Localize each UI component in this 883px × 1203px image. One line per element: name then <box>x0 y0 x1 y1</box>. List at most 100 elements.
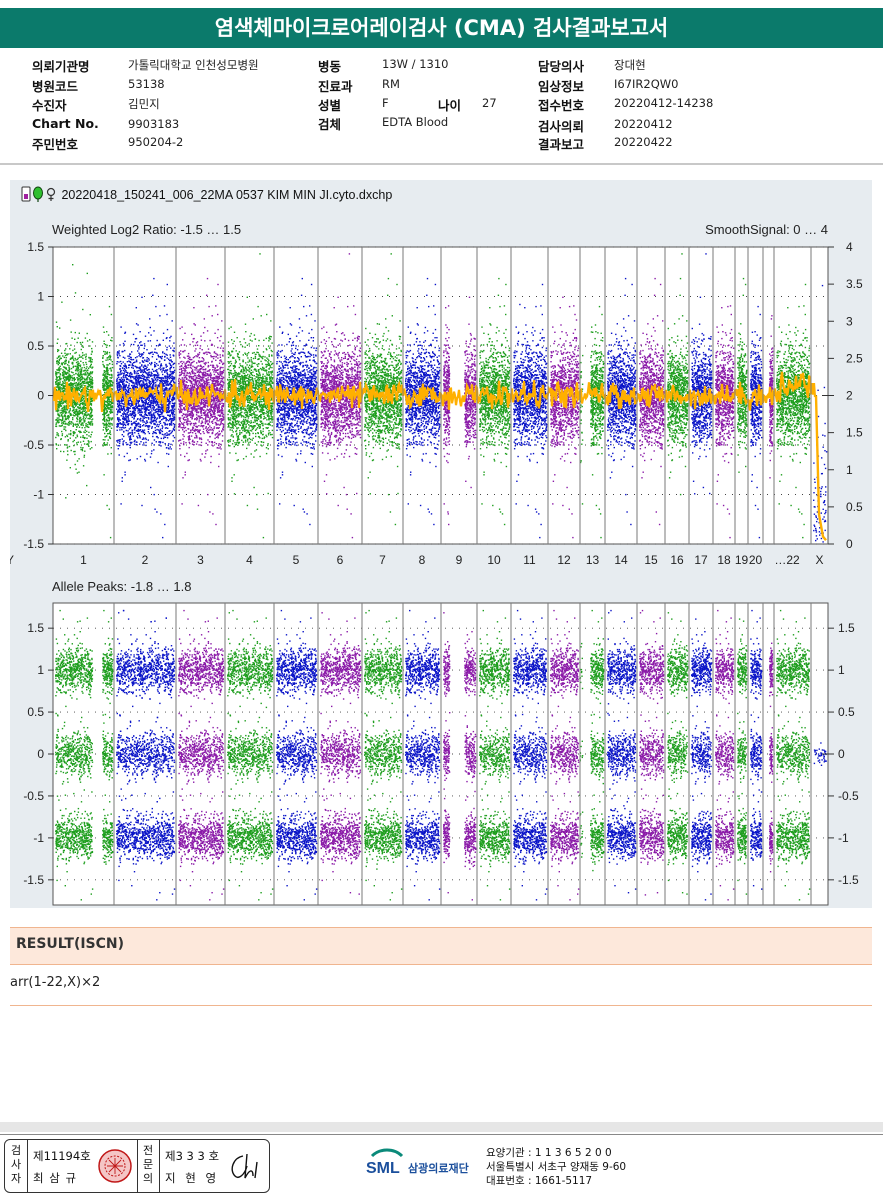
info-value: I67IR2QW0 <box>614 77 678 91</box>
info-label: 의뢰기관명 <box>32 56 90 75</box>
y-tick-label: 0.5 <box>27 705 44 719</box>
y-tick-label-right: 0 <box>846 537 853 551</box>
x-tick-label: 7 <box>379 553 386 567</box>
y-tick-label: 1 <box>37 290 44 304</box>
x-tick-label: 11 <box>523 553 536 567</box>
y-tick-label: -0.5 <box>23 789 44 803</box>
y-tick-label-right: 1 <box>838 663 845 677</box>
y-tick-label-right: 4 <box>846 240 853 254</box>
address-line: 요양기관 : 1 1 3 6 5 2 0 0 <box>486 1146 626 1160</box>
x-tick-label: 1 <box>80 553 87 567</box>
divider <box>137 1140 138 1192</box>
y-tick-label-right: 3 <box>846 314 853 328</box>
divider <box>27 1140 28 1192</box>
x-tick-label: Y <box>10 553 14 567</box>
info-value: 가톨릭대학교 인천성모병원 <box>128 57 259 73</box>
info-label: 검사의뢰 <box>538 116 584 135</box>
y-tick-label-right: 0.5 <box>838 705 855 719</box>
signer-license: 제3 3 3 호 <box>165 1148 219 1164</box>
info-value: RM <box>382 77 400 91</box>
y-tick-label-right: 1.5 <box>846 426 863 440</box>
x-tick-label: …22 <box>774 553 800 567</box>
smooth-signal-title: SmoothSignal: 0 … 4 <box>705 222 828 237</box>
info-label: 주민번호 <box>32 134 78 153</box>
footer-divider <box>0 1122 883 1132</box>
org-name: 삼광의료재단 <box>408 1161 469 1175</box>
sml-logo: SML 삼광의료재단 <box>366 1146 484 1190</box>
y-tick-label: -1 <box>33 488 44 502</box>
info-label: 임상정보 <box>538 76 584 95</box>
address-line: 대표번호 : 1661-5117 <box>486 1174 626 1188</box>
info-value: EDTA Blood <box>382 115 448 129</box>
footer-divider <box>0 1134 883 1135</box>
y-tick-label-right: -1 <box>838 831 849 845</box>
y-tick-label: -1 <box>33 831 44 845</box>
info-label: 병동 <box>318 56 341 75</box>
y-tick-label: -1.5 <box>23 873 44 887</box>
info-value: 950204-2 <box>128 135 183 149</box>
info-value: 장대현 <box>614 57 646 73</box>
y-tick-label-right: 1 <box>846 463 853 477</box>
y-tick-label-right: -0.5 <box>838 789 859 803</box>
info-label: 병원코드 <box>32 76 78 95</box>
y-tick-label: 1.5 <box>27 621 44 635</box>
y-tick-label-right: -1.5 <box>838 873 859 887</box>
y-tick-label: 0.5 <box>27 339 44 353</box>
x-tick-label: 14 <box>614 553 628 567</box>
divider <box>0 163 883 165</box>
x-tick-label: 8 <box>419 553 426 567</box>
x-tick-label: X <box>815 553 823 567</box>
y-tick-label-right: 1.5 <box>838 621 855 635</box>
info-value: 20220412-14238 <box>614 96 713 110</box>
divider <box>159 1140 160 1192</box>
info-label: 나이 <box>438 95 461 114</box>
x-tick-label: 9 <box>456 553 463 567</box>
y-tick-label-right: 0 <box>838 747 845 761</box>
info-label: 수진자 <box>32 95 67 114</box>
result-heading: RESULT(ISCN) <box>16 936 124 952</box>
y-tick-label: 1 <box>37 663 44 677</box>
y-tick-label-right: 2 <box>846 389 853 403</box>
x-tick-label: 17 <box>694 553 708 567</box>
result-value: arr(1-22,X)×2 <box>10 975 100 990</box>
allele-peaks-title: Allele Peaks: -1.8 … 1.8 <box>52 579 191 594</box>
address-line: 서울특별시 서초구 양재동 9-60 <box>486 1160 626 1174</box>
x-tick-label: 10 <box>487 553 501 567</box>
info-value: 53138 <box>128 77 165 91</box>
info-value: 김민지 <box>128 96 160 112</box>
x-tick-label: 20 <box>749 553 763 567</box>
info-label: Chart No. <box>32 116 99 131</box>
x-tick-label: 6 <box>337 553 344 567</box>
y-tick-label: 0 <box>37 389 44 403</box>
x-tick-label: 3 <box>197 553 204 567</box>
signer-name: 최 삼 규 <box>33 1170 77 1186</box>
signer-name: 지 현 영 <box>165 1170 219 1186</box>
report-title: 염색체마이크로어레이검사 (CMA) 검사결과보고서 <box>0 8 883 48</box>
x-tick-label: 5 <box>293 553 300 567</box>
x-tick-label: 12 <box>557 553 571 567</box>
signature <box>225 1148 265 1184</box>
cma-chart: Weighted Log2 Ratio: -1.5 … 1.5 SmoothSig… <box>10 180 872 908</box>
info-label: 진료과 <box>318 76 353 95</box>
info-value: 9903183 <box>128 117 179 131</box>
y-tick-label-right: 2.5 <box>846 351 863 365</box>
x-tick-label: 18 <box>717 553 731 567</box>
y-tick-label: -0.5 <box>23 438 44 452</box>
divider <box>10 1005 872 1006</box>
info-label: 검체 <box>318 114 341 133</box>
info-label: 접수번호 <box>538 95 584 114</box>
logo-text: SML <box>366 1160 400 1177</box>
result-heading-bar: RESULT(ISCN) <box>10 927 872 965</box>
cma-plot-panel: 20220418_150241_006_22MA 0537 KIM MIN JI… <box>10 180 872 908</box>
patient-info: 의뢰기관명 가톨릭대학교 인천성모병원 병원코드 53138 수진자 김민지 C… <box>0 52 883 160</box>
signer-license: 제11194호 <box>33 1148 91 1164</box>
y-tick-label: 1.5 <box>27 240 44 254</box>
info-value: 20220412 <box>614 117 673 131</box>
x-tick-label: 16 <box>670 553 684 567</box>
info-value: F <box>382 96 389 110</box>
info-label: 성별 <box>318 95 341 114</box>
info-label: 결과보고 <box>538 134 584 153</box>
org-address: 요양기관 : 1 1 3 6 5 2 0 0 서울특별시 서초구 양재동 9-6… <box>486 1146 626 1188</box>
